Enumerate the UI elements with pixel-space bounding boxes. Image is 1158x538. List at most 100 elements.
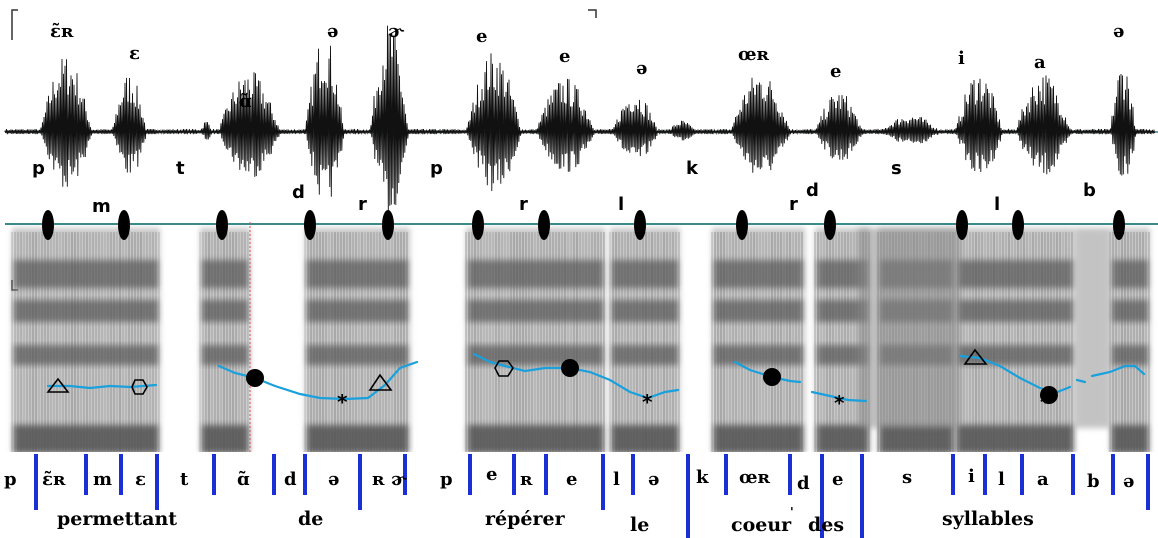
formant-band [307, 260, 408, 288]
noise-region [1075, 228, 1110, 428]
triangle-marker [963, 348, 988, 365]
dot-marker [763, 368, 781, 386]
syllable-marker [1012, 210, 1024, 240]
segment-label: s [902, 467, 912, 488]
formant-band [1112, 260, 1148, 288]
formant-band [957, 300, 1073, 322]
syllable-marker [472, 210, 484, 240]
segment-label: œʀ [739, 467, 771, 488]
word-label: permettant [57, 508, 177, 530]
formant-band [612, 300, 678, 322]
dot-marker [246, 369, 264, 387]
consonant-labels: p m t d r p r l k r d s l b [32, 158, 1096, 217]
star-marker: * [337, 390, 348, 414]
syllable-marker [1113, 210, 1125, 240]
segment-label: ʀ [520, 469, 533, 490]
vowel-labels: ɛ̃ʀ ɛ ɑ̃ ə ɚ e e ə œʀ e i a ə [50, 21, 1124, 112]
formant-band [14, 260, 158, 288]
consonant-label: b [1083, 180, 1096, 201]
syllable-marker [304, 210, 316, 240]
consonant-label: l [618, 194, 624, 215]
syllable-marker [736, 210, 748, 240]
spectrogram-region [954, 228, 1075, 453]
tier-tick: ' [790, 505, 794, 519]
syllable-marker [382, 210, 394, 240]
consonant-label: d [806, 180, 819, 201]
vowel-label: ə [1113, 21, 1124, 42]
consonant-label: m [92, 196, 111, 217]
star-marker: * [1040, 390, 1051, 414]
vowel-label: i [958, 48, 965, 69]
segment-label: d [797, 473, 810, 494]
vowel-label: e [830, 61, 841, 82]
vowel-label: e [559, 46, 570, 67]
pitch-segment [472, 352, 680, 400]
pitch-segment [810, 390, 868, 403]
word-labels: permettant de répérer le coeur des sylla… [57, 508, 1034, 536]
syllable-marker [118, 210, 130, 240]
formant-band [468, 425, 603, 453]
spectrogram-region [609, 228, 680, 453]
waveform [4, 25, 1158, 212]
vowel-label: ə [636, 58, 647, 79]
segment-label: ʀ ɚ [372, 469, 408, 490]
formant-band [1112, 345, 1148, 365]
formant-band [202, 425, 248, 453]
segment-label: a [1037, 469, 1049, 490]
segment-label: b [1087, 471, 1100, 492]
formant-band [14, 345, 158, 365]
dot-marker [561, 359, 579, 377]
formant-band [817, 425, 868, 453]
formant-band [14, 425, 158, 453]
triangle-marker [368, 373, 393, 391]
segment-label: l [613, 469, 620, 490]
segment-label: ɑ̃ [237, 469, 250, 490]
triangle-marker [46, 377, 70, 393]
hexagon-marker [494, 360, 514, 377]
segment-label: ə [648, 469, 659, 490]
consonant-label: k [686, 158, 699, 179]
segment-label: p [4, 469, 17, 490]
formant-band [14, 300, 158, 322]
segment-label: l [998, 469, 1005, 490]
formant-band [202, 345, 248, 365]
word-label: coeur [731, 514, 792, 536]
segment-label: i [968, 466, 975, 487]
syllable-marker [634, 210, 646, 240]
formant-band [307, 425, 408, 453]
consonant-label: p [32, 158, 45, 179]
segment-label: e [566, 469, 577, 490]
vowel-label: ə [327, 21, 338, 42]
formant-band [1112, 300, 1148, 322]
formant-band [714, 425, 803, 453]
spectrogram-region [199, 228, 250, 453]
segment-label: e [832, 469, 843, 490]
consonant-label: p [430, 158, 443, 179]
formant-band [1112, 425, 1148, 453]
segment-label: ə [1123, 471, 1134, 492]
spectrogram-region [304, 228, 410, 453]
noise-region [858, 228, 960, 428]
spectrogram-region [1109, 228, 1150, 453]
segment-label: ɛ̃ʀ [42, 469, 66, 490]
star-marker: * [642, 390, 653, 414]
word-label: des [808, 514, 844, 536]
dot-marker [1040, 386, 1058, 404]
vowel-label: ɛ [129, 43, 140, 64]
syllable-marker [824, 210, 836, 240]
segment-label: e [486, 464, 497, 485]
syllable-marker [42, 210, 54, 240]
spectrogram-region [465, 228, 605, 453]
segment-label: ə [328, 469, 339, 490]
formant-band [468, 300, 603, 322]
spectrogram-region [11, 228, 160, 453]
formant-band [468, 260, 603, 288]
pitch-segment [46, 383, 158, 390]
segment-label: t [180, 469, 189, 490]
consonant-label: r [519, 194, 528, 215]
consonant-label: l [994, 194, 1000, 215]
syllable-markers [42, 210, 1125, 240]
formant-band [307, 300, 408, 322]
pitch-targets [46, 348, 1058, 404]
formant-band [202, 260, 248, 288]
